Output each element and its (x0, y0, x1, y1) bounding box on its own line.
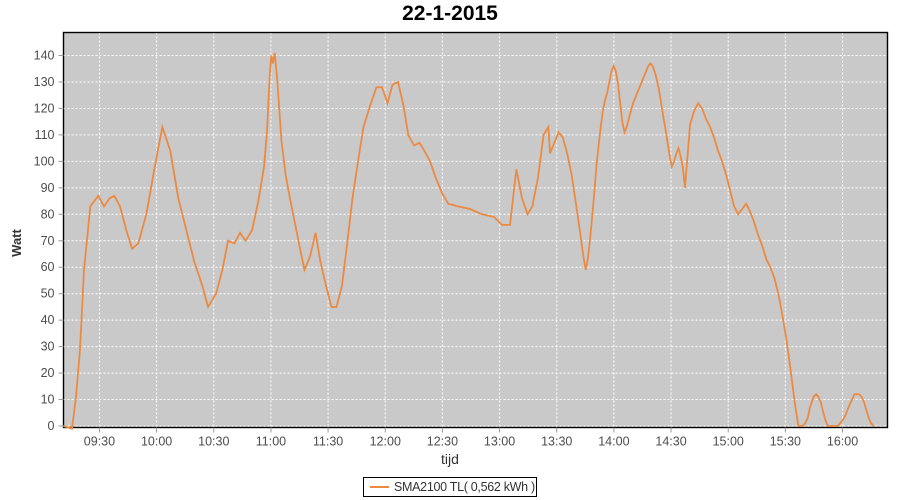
svg-text:70: 70 (41, 234, 55, 248)
svg-text:140: 140 (34, 49, 55, 63)
svg-text:11:30: 11:30 (313, 435, 343, 449)
svg-text:60: 60 (41, 260, 55, 274)
svg-text:10:00: 10:00 (141, 435, 172, 449)
svg-text:100: 100 (34, 154, 55, 168)
svg-text:50: 50 (41, 287, 55, 301)
svg-text:16:00: 16:00 (827, 435, 858, 449)
svg-text:0: 0 (48, 419, 55, 433)
svg-text:15:30: 15:30 (770, 435, 801, 449)
svg-text:40: 40 (41, 313, 55, 327)
svg-text:12:30: 12:30 (427, 435, 458, 449)
svg-text:110: 110 (35, 128, 55, 142)
svg-text:130: 130 (34, 75, 55, 89)
svg-text:14:00: 14:00 (598, 435, 629, 449)
svg-text:14:30: 14:30 (655, 435, 686, 449)
svg-text:20: 20 (41, 366, 55, 380)
svg-text:09:30: 09:30 (84, 435, 115, 449)
svg-text:80: 80 (41, 207, 55, 221)
svg-text:11:00: 11:00 (256, 435, 286, 449)
svg-text:13:30: 13:30 (541, 435, 572, 449)
svg-text:30: 30 (41, 340, 55, 354)
svg-text:120: 120 (34, 101, 55, 115)
svg-text:12:00: 12:00 (370, 435, 401, 449)
svg-text:90: 90 (41, 181, 55, 195)
svg-text:10: 10 (41, 393, 55, 407)
svg-text:15:00: 15:00 (713, 435, 744, 449)
svg-text:13:00: 13:00 (484, 435, 515, 449)
svg-text:10:30: 10:30 (198, 435, 229, 449)
